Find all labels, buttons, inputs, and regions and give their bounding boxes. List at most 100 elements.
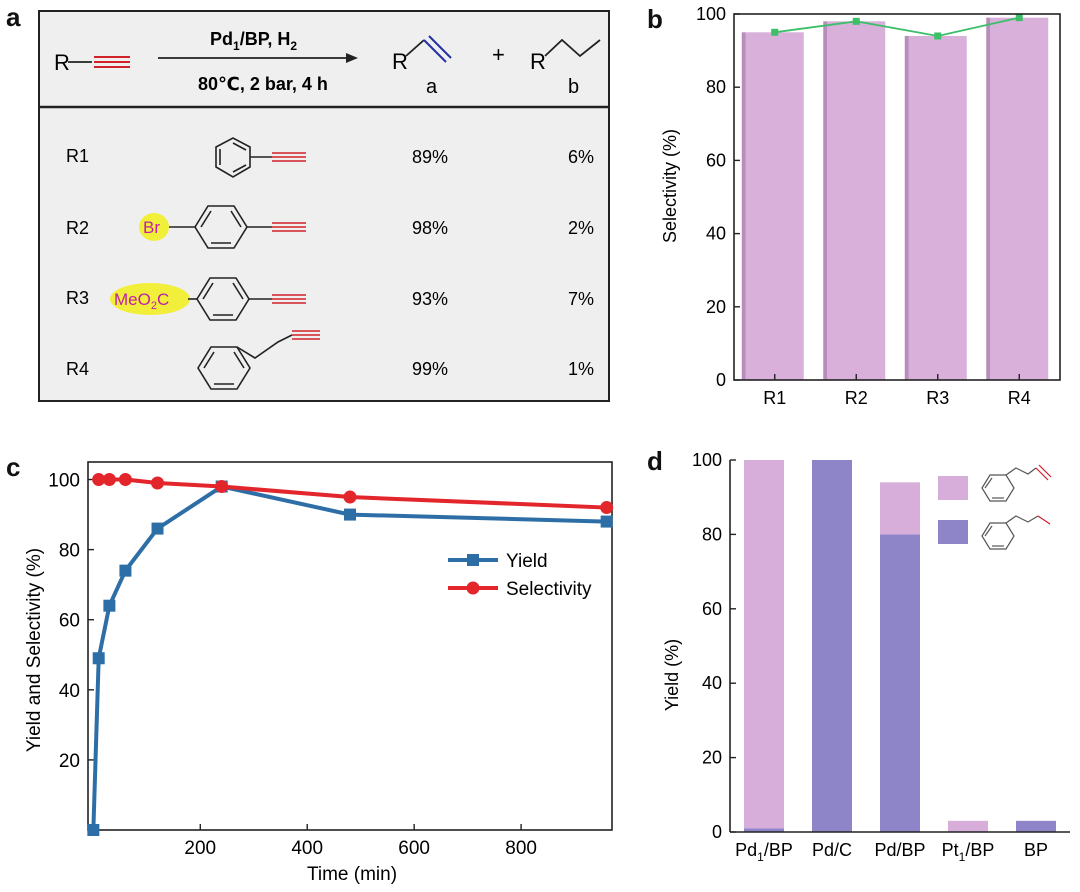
bar-shade-r1 — [741, 32, 746, 381]
legend: Yield Selectivity — [448, 551, 592, 600]
reactant-r-label: R — [54, 50, 70, 75]
x-tick-label-pt1-bp: Pt1/BP — [942, 840, 995, 864]
bar-shade-r2 — [823, 21, 828, 380]
product-b-chain — [544, 38, 601, 58]
benzene-ring-icon — [197, 346, 251, 390]
catalyst-label: Pd1/BP, H2 — [210, 29, 297, 53]
selectivity-marker — [600, 501, 614, 515]
table-row-r4: R4 99% 1% — [66, 330, 594, 390]
selectivity-marker — [151, 476, 165, 490]
bar-pd1-bp-alkene — [744, 460, 784, 829]
yield-marker — [92, 652, 105, 665]
panel-letter-a: a — [6, 2, 21, 32]
product-a-bond-1 — [405, 39, 425, 57]
plus-sign: + — [492, 42, 505, 67]
y-tick-label: 100 — [48, 471, 80, 492]
plot-frame — [733, 13, 1061, 381]
row-id: R2 — [66, 218, 89, 238]
bar-r1 — [745, 32, 804, 381]
table-row-r3: R3 MeO2C 93% 7% — [66, 277, 594, 321]
bar-pd-c-alkane — [812, 460, 852, 832]
alkyne-triple-bond-icon — [292, 330, 320, 340]
legend-swatch-alkene — [938, 476, 968, 500]
yield-selectivity-line-chart: Yield and Selectivity (%) Time (min) 20 4… — [24, 461, 614, 885]
bar-r3 — [908, 35, 967, 381]
yield-b-value: 7% — [568, 289, 594, 309]
reaction-arrow-head — [346, 53, 358, 63]
legend-label-yield: Yield — [506, 551, 548, 572]
table-row-r1: R1 89% 6% — [66, 137, 594, 178]
y-tick-label: 100 — [692, 450, 722, 470]
selectivity-line — [774, 16, 1020, 37]
x-tick-label-bp: BP — [1024, 840, 1048, 860]
yield-marker — [119, 564, 132, 577]
y-axis-label: Yield (%) — [662, 639, 682, 711]
yield-a-value: 93% — [412, 289, 448, 309]
y-tick-label: 100 — [696, 4, 726, 24]
br-substituent: Br — [143, 218, 160, 237]
bar-r2 — [827, 21, 886, 380]
reaction-conditions: 80℃, 2 bar, 4 h — [198, 74, 328, 94]
br-highlight-icon — [139, 213, 169, 241]
y-axis-label: Yield and Selectivity (%) — [24, 548, 45, 752]
yield-stacked-bar-chart: Yield (%) 0 20 40 60 80 100 Pd1/BP Pd/C Pd/BP Pt… — [662, 450, 1070, 864]
y-tick-label: 80 — [59, 541, 80, 562]
reactant-triple-bond-icon — [94, 56, 130, 68]
legend-label-selectivity: Selectivity — [506, 579, 592, 600]
x-tick-label-r1: R1 — [763, 388, 786, 408]
butenylbenzene-structure-icon — [981, 464, 1052, 502]
panel-letter-d: d — [647, 446, 663, 476]
yield-marker — [600, 515, 613, 528]
benzene-ring-icon — [196, 277, 272, 321]
x-tick-label: 400 — [291, 838, 323, 859]
reaction-table-panel: R Pd1/BP, H2 80℃, 2 bar, 4 h R a + R b R… — [38, 10, 610, 402]
line-marker-r4 — [1015, 14, 1023, 22]
y-tick-label: 40 — [706, 224, 726, 244]
legend-swatch-alkane — [938, 520, 968, 544]
selectivity-marker — [343, 490, 357, 504]
product-a-r-label: R — [392, 49, 408, 74]
alkyne-triple-bond-icon — [272, 294, 306, 304]
bar-pd-bp-alkane — [880, 534, 920, 832]
yield-marker — [151, 522, 164, 535]
yield-a-value: 89% — [412, 147, 448, 167]
yield-b-value: 2% — [568, 218, 594, 238]
yield-marker — [344, 508, 356, 521]
bar-shade-r3 — [904, 35, 909, 381]
x-tick-label-pd1-bp: Pd1/BP — [735, 840, 793, 864]
x-tick-label-pd-bp: Pd/BP — [874, 840, 925, 860]
yield-marker — [103, 599, 116, 612]
y-tick-label: 20 — [702, 748, 722, 768]
line-marker-r1 — [771, 28, 779, 36]
alkyne-triple-bond-icon — [272, 222, 306, 232]
y-tick-label: 60 — [702, 599, 722, 619]
panel-letter-c: c — [6, 452, 21, 482]
y-tick-label: 0 — [716, 370, 726, 390]
y-axis-label: Selectivity (%) — [660, 129, 680, 243]
ester-highlight-icon — [110, 283, 190, 315]
yield-a-value: 98% — [412, 218, 448, 238]
bar-pt1-bp-alkene — [948, 820, 988, 832]
product-b-r-label: R — [530, 49, 546, 74]
bar-shade-r4 — [986, 17, 991, 380]
line-marker-r2 — [852, 17, 860, 25]
selectivity-marker — [118, 473, 132, 487]
alkyne-triple-bond-icon — [272, 152, 306, 162]
bar-r4 — [990, 17, 1049, 380]
selectivity-bar-chart: Selectivity (%) 0 20 40 60 80 100 R1 R2 R3 R4 — [660, 4, 1061, 408]
alkyl-chain — [236, 334, 293, 359]
bar-pd1-bp-alkane — [744, 828, 784, 832]
y-tick-label: 80 — [702, 524, 722, 544]
yield-line — [91, 484, 607, 831]
x-tick-label-r2: R2 — [845, 388, 868, 408]
product-b-label: b — [568, 76, 579, 98]
y-tick-label: 60 — [706, 150, 726, 170]
row-id: R4 — [66, 359, 89, 379]
selectivity-marker — [102, 473, 116, 487]
bar-bp-alkane — [1016, 820, 1056, 832]
product-a-label: a — [426, 76, 438, 98]
y-tick-label: 80 — [706, 77, 726, 97]
row-id: R1 — [66, 146, 89, 166]
butylbenzene-structure-icon — [981, 515, 1051, 550]
legend — [938, 464, 1052, 550]
